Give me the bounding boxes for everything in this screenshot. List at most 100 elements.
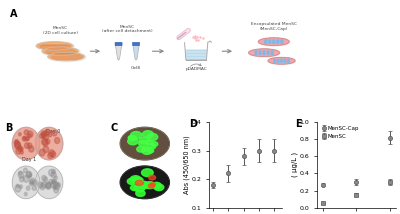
Ellipse shape <box>263 53 265 55</box>
Ellipse shape <box>274 61 276 62</box>
Circle shape <box>15 140 18 144</box>
Circle shape <box>42 132 46 137</box>
Circle shape <box>142 169 153 177</box>
Ellipse shape <box>267 51 269 53</box>
Polygon shape <box>116 45 121 60</box>
Ellipse shape <box>269 58 294 64</box>
Circle shape <box>12 127 40 160</box>
Circle shape <box>24 143 29 149</box>
Circle shape <box>127 178 137 184</box>
Ellipse shape <box>284 61 286 62</box>
Ellipse shape <box>249 49 280 57</box>
Circle shape <box>130 185 139 191</box>
Circle shape <box>54 138 60 144</box>
Text: pDADMAC: pDADMAC <box>185 67 207 71</box>
Ellipse shape <box>268 57 295 64</box>
Ellipse shape <box>255 53 257 55</box>
Circle shape <box>52 130 57 136</box>
Ellipse shape <box>273 40 275 42</box>
Ellipse shape <box>258 38 289 46</box>
Ellipse shape <box>267 53 269 55</box>
Ellipse shape <box>269 40 271 42</box>
Polygon shape <box>133 45 139 60</box>
Circle shape <box>142 131 153 138</box>
Circle shape <box>152 182 161 189</box>
Text: D: D <box>189 119 197 129</box>
Circle shape <box>51 172 56 178</box>
Circle shape <box>46 182 51 188</box>
Polygon shape <box>185 49 207 60</box>
Circle shape <box>30 180 34 184</box>
Circle shape <box>52 169 56 174</box>
Ellipse shape <box>288 59 290 61</box>
Circle shape <box>15 185 21 192</box>
Circle shape <box>27 131 33 138</box>
Ellipse shape <box>255 51 257 53</box>
Ellipse shape <box>277 61 279 62</box>
Ellipse shape <box>43 48 78 55</box>
Ellipse shape <box>48 52 85 61</box>
Text: Gel8: Gel8 <box>131 65 141 70</box>
Circle shape <box>148 184 154 188</box>
Ellipse shape <box>264 42 267 44</box>
Circle shape <box>29 134 31 137</box>
Circle shape <box>138 181 149 189</box>
Circle shape <box>16 148 21 154</box>
Circle shape <box>150 183 155 186</box>
Circle shape <box>18 133 21 136</box>
Ellipse shape <box>259 38 288 45</box>
Circle shape <box>51 151 56 157</box>
Text: MenSC
(2D cell culture): MenSC (2D cell culture) <box>43 26 78 35</box>
Circle shape <box>43 140 48 146</box>
Ellipse shape <box>271 53 273 55</box>
Circle shape <box>146 140 153 144</box>
Circle shape <box>30 182 33 186</box>
Ellipse shape <box>37 42 72 49</box>
FancyBboxPatch shape <box>132 42 140 45</box>
Circle shape <box>45 129 50 135</box>
Circle shape <box>29 146 34 152</box>
Circle shape <box>154 184 164 191</box>
Ellipse shape <box>49 53 84 60</box>
Circle shape <box>26 171 32 178</box>
Circle shape <box>51 181 57 188</box>
Circle shape <box>54 187 58 193</box>
Circle shape <box>15 142 20 149</box>
Circle shape <box>120 166 169 199</box>
Circle shape <box>120 127 169 160</box>
Ellipse shape <box>259 51 261 53</box>
Circle shape <box>43 146 49 153</box>
Circle shape <box>40 134 44 138</box>
Circle shape <box>137 146 146 152</box>
Circle shape <box>40 183 45 190</box>
Circle shape <box>44 177 48 182</box>
Text: E: E <box>295 119 301 129</box>
Circle shape <box>20 151 23 154</box>
Ellipse shape <box>48 53 86 62</box>
Ellipse shape <box>42 47 79 56</box>
Ellipse shape <box>274 59 276 61</box>
Ellipse shape <box>277 59 279 61</box>
Circle shape <box>136 190 145 196</box>
Legend: MenSC-Cap, MenSC: MenSC-Cap, MenSC <box>320 125 360 140</box>
Ellipse shape <box>281 42 283 44</box>
Circle shape <box>15 142 20 148</box>
Circle shape <box>142 147 148 151</box>
Circle shape <box>57 183 60 187</box>
Circle shape <box>18 172 24 178</box>
Circle shape <box>26 172 31 177</box>
Circle shape <box>129 136 136 141</box>
Circle shape <box>19 185 22 189</box>
Circle shape <box>144 182 155 189</box>
Ellipse shape <box>284 59 286 61</box>
Text: C: C <box>111 123 118 133</box>
Ellipse shape <box>288 61 290 62</box>
Circle shape <box>18 147 22 152</box>
Circle shape <box>28 143 32 148</box>
Circle shape <box>46 183 51 189</box>
Circle shape <box>49 179 53 184</box>
Text: Day 0: Day 0 <box>46 129 60 134</box>
Circle shape <box>130 131 142 139</box>
Circle shape <box>49 150 54 156</box>
Ellipse shape <box>281 40 283 42</box>
